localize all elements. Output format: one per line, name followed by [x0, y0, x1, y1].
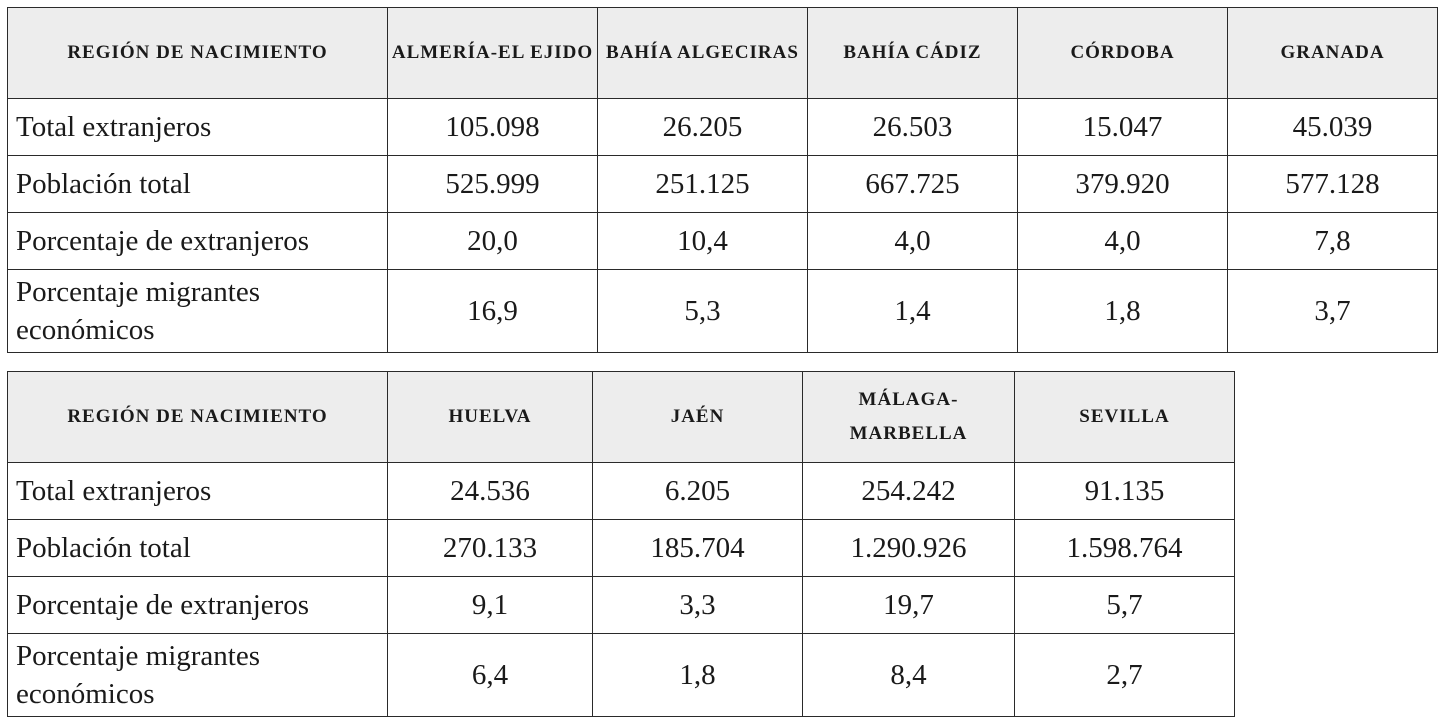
cell-value: 1,8 [592, 633, 803, 717]
cell-value: 24.536 [387, 462, 593, 520]
cell-value: 6,4 [387, 633, 593, 717]
header-region-label: REGIÓN DE NACIMIENTO [7, 7, 388, 99]
cell-value: 26.503 [807, 98, 1018, 156]
header-region: JAÉN [592, 371, 803, 463]
table-row: Porcentaje migrantes económicos 6,4 1,8 8,4… [7, 633, 1235, 717]
header-region: BAHÍA ALGECIRAS [597, 7, 808, 99]
cell-value: 19,7 [802, 576, 1015, 634]
row-label: Población total [7, 155, 388, 213]
cell-value: 5,3 [597, 269, 808, 353]
table-row: Porcentaje de extranjeros 9,1 3,3 19,7 5,7 [7, 576, 1235, 634]
cell-value: 251.125 [597, 155, 808, 213]
cell-value: 185.704 [592, 519, 803, 577]
cell-value: 5,7 [1014, 576, 1235, 634]
table-row: Total extranjeros 24.536 6.205 254.242 91.13… [7, 462, 1235, 520]
header-row: REGIÓN DE NACIMIENTO ALMERÍA-EL EJIDO BAHÍ… [7, 7, 1438, 99]
cell-value: 577.128 [1227, 155, 1438, 213]
row-label: Porcentaje migrantes económicos [7, 633, 388, 717]
cell-value: 7,8 [1227, 212, 1438, 270]
row-label: Población total [7, 519, 388, 577]
table-row: Población total 525.999 251.125 667.725 379.… [7, 155, 1438, 213]
cell-value: 1,4 [807, 269, 1018, 353]
cell-value: 26.205 [597, 98, 808, 156]
cell-value: 4,0 [1017, 212, 1228, 270]
row-label: Porcentaje de extranjeros [7, 212, 388, 270]
header-row: REGIÓN DE NACIMIENTO HUELVA JAÉN MÁLAGA-MAR… [7, 371, 1235, 463]
table-row: Población total 270.133 185.704 1.290.926 1.… [7, 519, 1235, 577]
header-region: HUELVA [387, 371, 593, 463]
header-region: GRANADA [1227, 7, 1438, 99]
header-region: CÓRDOBA [1017, 7, 1228, 99]
cell-value: 667.725 [807, 155, 1018, 213]
cell-value: 45.039 [1227, 98, 1438, 156]
table-row: Total extranjeros 105.098 26.205 26.503 15.0… [7, 98, 1438, 156]
cell-value: 20,0 [387, 212, 598, 270]
header-region: BAHÍA CÁDIZ [807, 7, 1018, 99]
regions-table-2: REGIÓN DE NACIMIENTO HUELVA JAÉN MÁLAGA-MAR… [7, 371, 1235, 717]
cell-value: 1.290.926 [802, 519, 1015, 577]
cell-value: 9,1 [387, 576, 593, 634]
header-region-label: REGIÓN DE NACIMIENTO [7, 371, 388, 463]
cell-value: 379.920 [1017, 155, 1228, 213]
regions-table-1: REGIÓN DE NACIMIENTO ALMERÍA-EL EJIDO BAHÍ… [7, 7, 1438, 353]
row-label: Total extranjeros [7, 462, 388, 520]
cell-value: 270.133 [387, 519, 593, 577]
row-label: Porcentaje migrantes económicos [7, 269, 388, 353]
cell-value: 8,4 [802, 633, 1015, 717]
table-row: Porcentaje de extranjeros 20,0 10,4 4,0 4,0 7… [7, 212, 1438, 270]
cell-value: 16,9 [387, 269, 598, 353]
cell-value: 3,7 [1227, 269, 1438, 353]
row-label: Porcentaje de extranjeros [7, 576, 388, 634]
header-region: SEVILLA [1014, 371, 1235, 463]
cell-value: 105.098 [387, 98, 598, 156]
cell-value: 1,8 [1017, 269, 1228, 353]
header-region: MÁLAGA-MARBELLA [802, 371, 1015, 463]
cell-value: 15.047 [1017, 98, 1228, 156]
cell-value: 1.598.764 [1014, 519, 1235, 577]
cell-value: 10,4 [597, 212, 808, 270]
cell-value: 2,7 [1014, 633, 1235, 717]
row-label: Total extranjeros [7, 98, 388, 156]
cell-value: 3,3 [592, 576, 803, 634]
header-region: ALMERÍA-EL EJIDO [387, 7, 598, 99]
cell-value: 6.205 [592, 462, 803, 520]
cell-value: 91.135 [1014, 462, 1235, 520]
cell-value: 254.242 [802, 462, 1015, 520]
cell-value: 4,0 [807, 212, 1018, 270]
cell-value: 525.999 [387, 155, 598, 213]
table-row: Porcentaje migrantes económicos 16,9 5,3 1,… [7, 269, 1438, 353]
